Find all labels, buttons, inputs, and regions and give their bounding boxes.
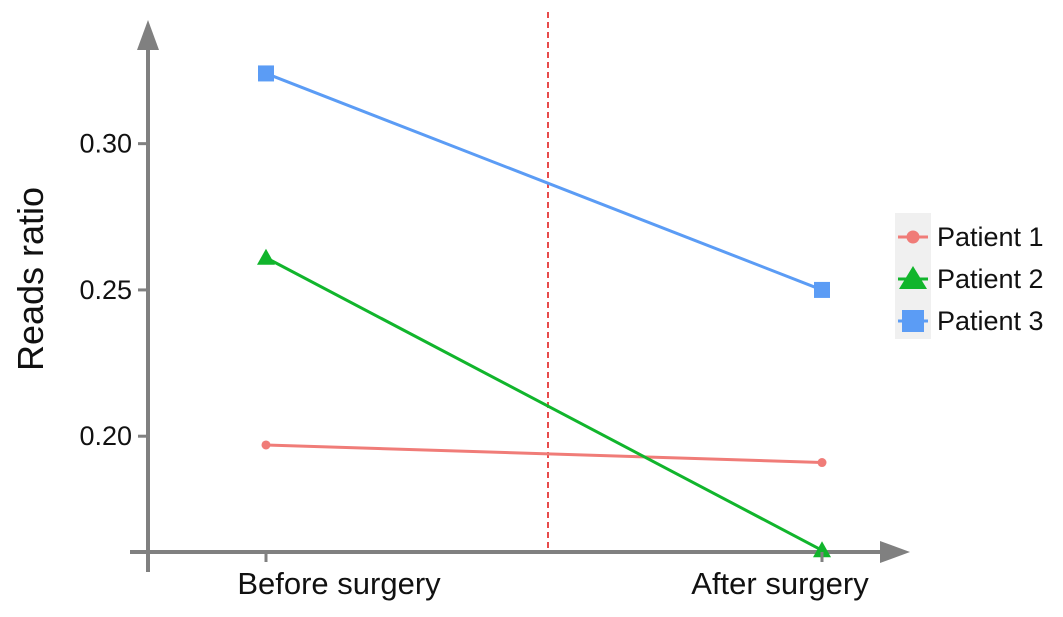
data-point — [817, 458, 827, 468]
legend-marker — [906, 230, 920, 244]
series-patient-2 — [257, 248, 831, 558]
legend-items: Patient 1 Patient 2 Patient 3 — [898, 222, 1044, 336]
y-tick-label: 0.30 — [79, 129, 132, 159]
series-layer — [257, 65, 831, 558]
legend-marker — [902, 310, 924, 332]
series-line — [265, 443, 823, 465]
x-category-label: Before surgery — [237, 566, 441, 601]
data-point — [813, 541, 831, 558]
series-patient-3 — [258, 65, 830, 298]
y-tick-label: 0.25 — [79, 275, 132, 305]
legend-item: Patient 1 — [898, 222, 1044, 252]
y-axis-arrowhead — [137, 20, 159, 50]
legend: Patient 1 Patient 2 Patient 3 — [895, 213, 1044, 339]
series-line — [265, 256, 823, 552]
x-category-label: After surgery — [691, 566, 869, 601]
legend-label: Patient 2 — [937, 264, 1044, 294]
legend-marker — [899, 266, 927, 289]
x-category-labels: Before surgery After surgery — [237, 552, 869, 601]
x-axis-arrowhead — [880, 541, 910, 563]
y-axis-title: Reads ratio — [10, 187, 51, 371]
series-line — [265, 72, 823, 292]
y-tick-label: 0.20 — [79, 421, 132, 451]
data-point — [814, 281, 830, 298]
legend-label: Patient 1 — [937, 222, 1044, 252]
y-ticks: 0.30 0.25 0.20 — [79, 129, 148, 451]
axes — [130, 20, 910, 572]
data-point — [258, 65, 274, 82]
series-patient-1 — [261, 440, 827, 468]
legend-label: Patient 3 — [937, 306, 1044, 336]
data-point — [261, 440, 271, 450]
data-point — [257, 248, 275, 265]
legend-item: Patient 2 — [898, 264, 1044, 294]
legend-item: Patient 3 — [898, 306, 1044, 336]
